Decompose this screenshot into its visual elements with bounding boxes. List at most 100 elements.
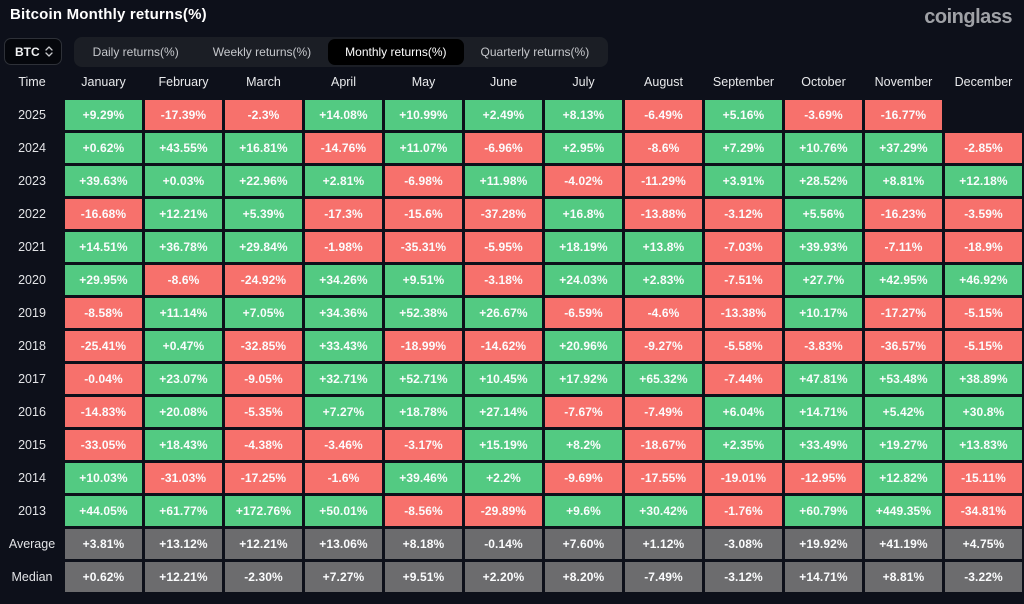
return-cell: +3.81% [65, 529, 142, 559]
return-cell: +22.96% [225, 166, 302, 196]
return-cell: +8.13% [545, 100, 622, 130]
return-cell: -5.15% [945, 331, 1022, 361]
return-cell: +14.51% [65, 232, 142, 262]
return-cell: +14.08% [305, 100, 382, 130]
return-cell: +30.42% [625, 496, 702, 526]
column-header-january: January [81, 75, 126, 89]
table-row-2020: 2020 +29.95% -8.6% -24.92% +34.26% +9.51% -3.1… [2, 265, 1022, 295]
return-cell: +65.32% [625, 364, 702, 394]
return-cell: +43.55% [145, 133, 222, 163]
table-row-median: Median +0.62% +12.21% -2.30% +7.27% +9.51% +2.… [2, 562, 1022, 592]
return-cell: +11.07% [385, 133, 462, 163]
row-label: 2017 [18, 372, 46, 386]
return-cell: +12.82% [865, 463, 942, 493]
row-label: Median [11, 570, 53, 584]
return-cell: -5.35% [225, 397, 302, 427]
return-cell: +4.75% [945, 529, 1022, 559]
return-cell: +18.43% [145, 430, 222, 460]
return-cell: -16.77% [865, 100, 942, 130]
controls-row: BTC Daily returns(%) Weekly returns(%) Mon… [0, 34, 1024, 67]
return-cell: +26.67% [465, 298, 542, 328]
table-row-2017: 2017 -0.04% +23.07% -9.05% +32.71% +52.71% +10… [2, 364, 1022, 394]
return-cell: +39.46% [385, 463, 462, 493]
return-cell: -6.98% [385, 166, 462, 196]
page-title: Bitcoin Monthly returns(%) [10, 6, 207, 23]
return-cell: -6.59% [545, 298, 622, 328]
return-cell: +61.77% [145, 496, 222, 526]
column-header-june: June [489, 75, 518, 89]
return-cell: -3.59% [945, 199, 1022, 229]
return-cell: -1.6% [305, 463, 382, 493]
return-cell: +10.76% [785, 133, 862, 163]
row-label: 2018 [18, 339, 46, 353]
table-row-2015: 2015 -33.05% +18.43% -4.38% -3.46% -3.17% +15.… [2, 430, 1022, 460]
return-cell: -25.41% [65, 331, 142, 361]
return-cell: +19.27% [865, 430, 942, 460]
return-cell: +28.52% [785, 166, 862, 196]
return-cell: -7.44% [705, 364, 782, 394]
return-cell: +3.91% [705, 166, 782, 196]
return-cell: -4.38% [225, 430, 302, 460]
returns-table: Time January February March April May June July… [0, 67, 1024, 592]
return-cell: -0.04% [65, 364, 142, 394]
table-row-2016: 2016 -14.83% +20.08% -5.35% +7.27% +18.78% +27… [2, 397, 1022, 427]
return-cell: +11.98% [465, 166, 542, 196]
return-cell: -9.69% [545, 463, 622, 493]
return-cell: -14.76% [305, 133, 382, 163]
tab-quarterly-returns[interactable]: Quarterly returns(%) [480, 44, 590, 59]
return-cell: -16.23% [865, 199, 942, 229]
return-cell: +52.71% [385, 364, 462, 394]
return-cell: +10.17% [785, 298, 862, 328]
tab-weekly-returns[interactable]: Weekly returns(%) [212, 44, 312, 59]
return-cell: -29.89% [465, 496, 542, 526]
return-cell: +42.95% [865, 265, 942, 295]
table-row-2019: 2019 -8.58% +11.14% +7.05% +34.36% +52.38% +26… [2, 298, 1022, 328]
return-cell: +20.96% [545, 331, 622, 361]
return-cell: -17.27% [865, 298, 942, 328]
return-cell: +13.06% [305, 529, 382, 559]
return-cell: -16.68% [65, 199, 142, 229]
return-cell: +39.93% [785, 232, 862, 262]
table-row-2024: 2024 +0.62% +43.55% +16.81% -14.76% +11.07% -6… [2, 133, 1022, 163]
return-cell: +10.99% [385, 100, 462, 130]
return-cell: -2.30% [225, 562, 302, 592]
return-cell: -18.9% [945, 232, 1022, 262]
return-cell: -17.55% [625, 463, 702, 493]
return-cell: +5.39% [225, 199, 302, 229]
row-label: 2023 [18, 174, 46, 188]
return-cell: -7.67% [545, 397, 622, 427]
return-cell: -11.29% [625, 166, 702, 196]
return-cell: -6.49% [625, 100, 702, 130]
column-header-time: Time [18, 75, 46, 89]
table-row-2023: 2023 +39.63% +0.03% +22.96% +2.81% -6.98% +11.… [2, 166, 1022, 196]
return-cell: -15.6% [385, 199, 462, 229]
return-cell: +7.60% [545, 529, 622, 559]
return-cell: -35.31% [385, 232, 462, 262]
return-cell: -18.67% [625, 430, 702, 460]
return-cell: +2.20% [465, 562, 542, 592]
return-cell: +20.08% [145, 397, 222, 427]
coin-selector[interactable]: BTC [4, 38, 62, 65]
returns-table-body: 2025 +9.29% -17.39% -2.3% +14.08% +10.99% +2.4… [2, 100, 1022, 592]
tab-daily-returns[interactable]: Daily returns(%) [92, 44, 179, 59]
return-cell: +30.8% [945, 397, 1022, 427]
return-cell: -3.46% [305, 430, 382, 460]
table-row-2022: 2022 -16.68% +12.21% +5.39% -17.3% -15.6% -37.… [2, 199, 1022, 229]
return-cell: +2.35% [705, 430, 782, 460]
table-row-2025: 2025 +9.29% -17.39% -2.3% +14.08% +10.99% +2.4… [2, 100, 1022, 130]
return-cell: -8.56% [385, 496, 462, 526]
return-cell: -2.85% [945, 133, 1022, 163]
return-cell: +10.45% [465, 364, 542, 394]
return-cell: +33.49% [785, 430, 862, 460]
return-cell: +44.05% [65, 496, 142, 526]
table-header-row: Time January February March April May June July… [2, 67, 1022, 97]
return-cell: +5.16% [705, 100, 782, 130]
return-cell: +36.78% [145, 232, 222, 262]
return-cell: +32.71% [305, 364, 382, 394]
return-cell: +18.19% [545, 232, 622, 262]
tab-monthly-returns[interactable]: Monthly returns(%) [328, 38, 464, 65]
return-cell: -18.99% [385, 331, 462, 361]
return-cell: +41.19% [865, 529, 942, 559]
return-cell: +60.79% [785, 496, 862, 526]
return-cell: +13.8% [625, 232, 702, 262]
